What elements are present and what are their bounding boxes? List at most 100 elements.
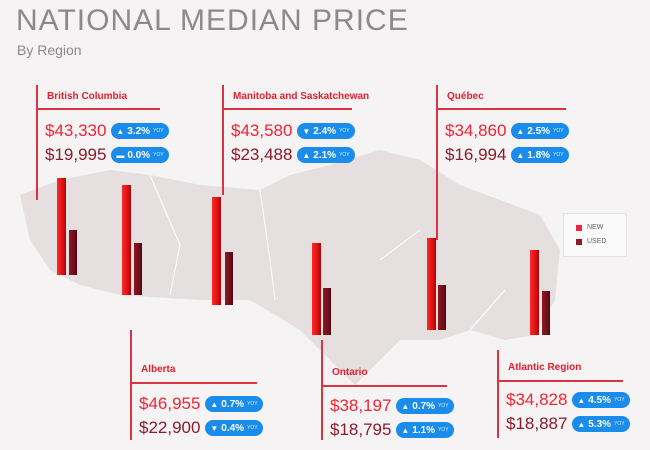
arrow-up-icon: ▲ [401, 425, 410, 435]
used-price-row: $18,795 ▲ 1.1% YOY [330, 420, 454, 440]
title-underline [321, 385, 447, 387]
new-price-row: $43,330 ▲ 3.2% YOY [45, 121, 169, 141]
new-change-badge: ▲ 3.2% YOY [111, 123, 169, 139]
change-value: 2.5% [527, 125, 551, 137]
yoy-label: YOY [247, 425, 258, 431]
bar-new-atlantic [530, 250, 539, 335]
arrow-up-icon: ▲ [577, 419, 586, 429]
used-price: $18,887 [506, 414, 568, 433]
title-underline [436, 108, 566, 110]
new-change-badge: ▲ 0.7% YOY [396, 398, 454, 414]
leader-line [321, 340, 323, 440]
title-underline [497, 380, 623, 382]
yoy-label: YOY [553, 152, 564, 158]
bar-used-ontario [323, 288, 331, 335]
new-price: $34,860 [445, 121, 507, 140]
new-price-row: $34,860 ▲ 2.5% YOY [445, 121, 569, 141]
new-change-badge: ▲ 2.5% YOY [511, 123, 569, 139]
legend-new: NEW [587, 224, 604, 231]
new-price: $43,330 [45, 121, 107, 140]
arrow-up-icon: ▲ [577, 395, 586, 405]
used-price-row: $22,900 ▼ 0.4% YOY [139, 418, 263, 438]
leader-line [222, 85, 224, 195]
yoy-label: YOY [247, 401, 258, 407]
page-title: NATIONAL MEDIAN PRICE [16, 4, 409, 37]
bar-new-manitoba [212, 197, 221, 305]
bar-used-british-columbia [69, 230, 77, 275]
new-change-badge: ▲ 4.5% YOY [572, 392, 630, 408]
used-change-badge: ▲ 5.3% YOY [572, 416, 630, 432]
leader-line [130, 330, 132, 440]
yoy-label: YOY [438, 403, 449, 409]
bar-used-manitoba [225, 252, 233, 305]
used-change-badge: ▲ 2.1% YOY [297, 147, 355, 163]
used-price: $18,795 [330, 420, 392, 439]
region-name: Québec [447, 91, 484, 102]
yoy-label: YOY [438, 427, 449, 433]
change-value: 2.4% [313, 125, 337, 137]
arrow-up-icon: ▲ [401, 401, 410, 411]
region-name: Ontario [332, 367, 368, 378]
used-price: $19,995 [45, 145, 107, 164]
arrow-up-icon: ▲ [516, 150, 525, 160]
region-name: British Columbia [47, 91, 128, 102]
used-change-badge: ▬ 0.0% YOY [111, 147, 169, 163]
yoy-label: YOY [153, 152, 164, 158]
change-value: 0.7% [221, 398, 245, 410]
bar-used-atlantic [542, 291, 550, 335]
yoy-label: YOY [614, 397, 625, 403]
change-value: 0.0% [127, 149, 151, 161]
region-name: Atlantic Region [508, 362, 582, 373]
arrow-up-icon: ▲ [116, 126, 125, 136]
used-price-row: $16,994 ▲ 1.8% YOY [445, 145, 569, 165]
leader-line [436, 85, 438, 240]
yoy-label: YOY [614, 421, 625, 427]
yoy-label: YOY [153, 128, 164, 134]
page-subtitle: By Region [17, 42, 82, 58]
bar-new-ontario [312, 243, 321, 335]
legend-used-swatch [576, 238, 582, 245]
used-change-badge: ▲ 1.8% YOY [511, 147, 569, 163]
bar-used-quebec [438, 285, 446, 330]
arrow-down-icon: ▼ [302, 126, 311, 136]
used-price: $22,900 [139, 418, 201, 437]
bar-new-british-columbia [57, 178, 66, 275]
arrow-up-icon: ▲ [302, 150, 311, 160]
title-underline [36, 108, 160, 110]
legend-used: USED [587, 238, 607, 245]
arrow-up-icon: ▲ [210, 399, 219, 409]
leader-line [497, 350, 499, 438]
used-price-row: $19,995 ▬ 0.0% YOY [45, 145, 169, 165]
change-value: 4.5% [588, 394, 612, 406]
change-value: 3.2% [127, 125, 151, 137]
title-underline [222, 108, 352, 110]
used-price: $23,488 [231, 145, 293, 164]
new-price: $34,828 [506, 390, 568, 409]
used-change-badge: ▼ 0.4% YOY [205, 420, 263, 436]
change-value: 5.3% [588, 418, 612, 430]
arrow-down-icon: ▼ [210, 423, 219, 433]
new-price-row: $46,955 ▲ 0.7% YOY [139, 394, 263, 414]
change-value: 0.4% [221, 422, 245, 434]
yoy-label: YOY [339, 152, 350, 158]
arrow-flat-icon: ▬ [116, 150, 125, 160]
region-name: Manitoba and Saskatchewan [233, 91, 370, 102]
bar-used-alberta [134, 243, 142, 295]
legend-new-swatch [576, 224, 582, 231]
new-price-row: $38,197 ▲ 0.7% YOY [330, 396, 454, 416]
used-price-row: $23,488 ▲ 2.1% YOY [231, 145, 355, 165]
arrow-up-icon: ▲ [516, 126, 525, 136]
new-change-badge: ▼ 2.4% YOY [297, 123, 355, 139]
used-price: $16,994 [445, 145, 507, 164]
title-underline [130, 382, 257, 384]
new-price: $43,580 [231, 121, 293, 140]
bar-new-alberta [122, 185, 131, 295]
new-price: $46,955 [139, 394, 201, 413]
leader-line [36, 85, 38, 200]
region-name: Alberta [141, 364, 176, 375]
used-price-row: $18,887 ▲ 5.3% YOY [506, 414, 630, 434]
change-value: 2.1% [313, 149, 337, 161]
new-change-badge: ▲ 0.7% YOY [205, 396, 263, 412]
new-price: $38,197 [330, 396, 392, 415]
